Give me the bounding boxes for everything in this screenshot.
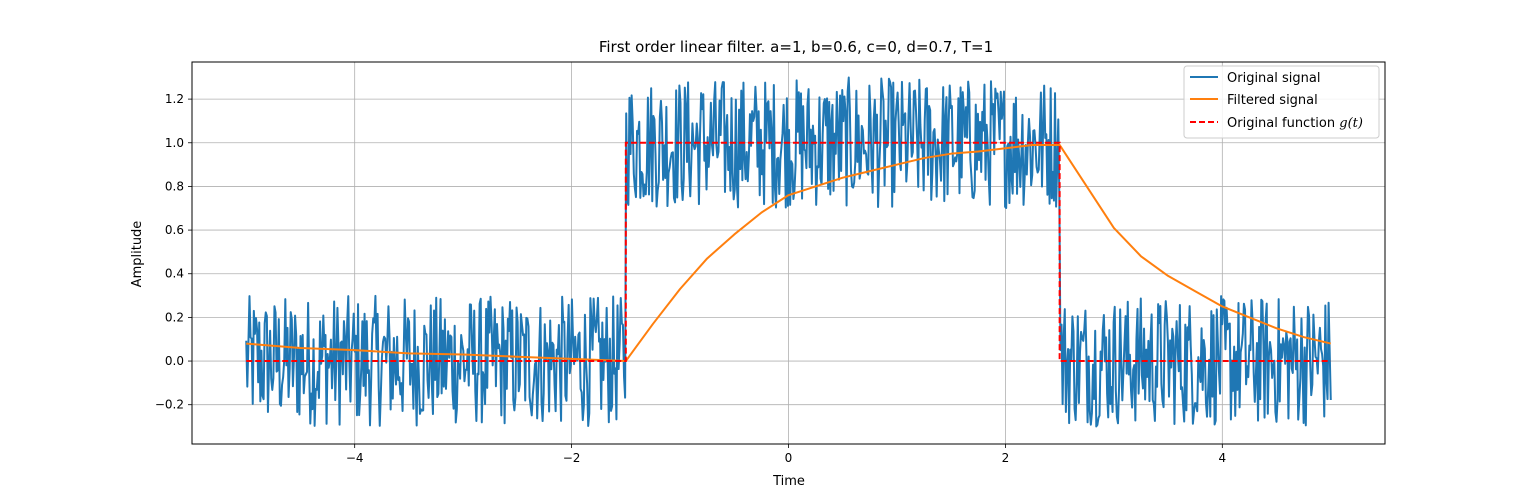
x-tick-label: −2 (563, 451, 581, 465)
y-tick-label: 1.0 (165, 136, 184, 150)
legend: Original signal Filtered signal Original… (1183, 65, 1380, 139)
x-axis-label: Time (772, 474, 805, 489)
legend-label-original-signal: Original signal (1227, 71, 1320, 86)
x-tick-label: 4 (1218, 451, 1226, 465)
y-tick-label: 1.2 (165, 92, 184, 106)
y-tick-label: −0.2 (155, 398, 184, 412)
y-tick-label: 0.6 (165, 223, 184, 237)
series (245, 76, 1332, 428)
ticks: −4 −2 0 2 4 −0.2 0.0 0.2 0.4 0.6 0.8 1.0 1.2 (155, 92, 1226, 465)
legend-box (1183, 65, 1380, 139)
y-axis-label: Amplitude (130, 221, 145, 288)
series-original-function (246, 141, 1331, 363)
y-tick-label: 0.8 (165, 179, 184, 193)
y-tick-label: 0.4 (165, 267, 184, 281)
x-tick-label: 0 (785, 451, 793, 465)
legend-label-original-function: Original function g(t) (1227, 116, 1363, 131)
legend-label-original-function-prefix: Original function (1227, 116, 1339, 131)
legend-label-original-function-math: g(t) (1339, 116, 1363, 131)
y-tick-label: 0.2 (165, 310, 184, 324)
x-tick-label: −4 (346, 451, 364, 465)
y-tick-label: 0.0 (165, 354, 184, 368)
chart-title: First order linear filter. a=1, b=0.6, c… (599, 38, 993, 56)
x-tick-label: 2 (1002, 451, 1010, 465)
series-filtered-signal (246, 143, 1332, 363)
legend-label-filtered-signal: Filtered signal (1227, 93, 1318, 108)
series-original-signal (245, 76, 1332, 428)
